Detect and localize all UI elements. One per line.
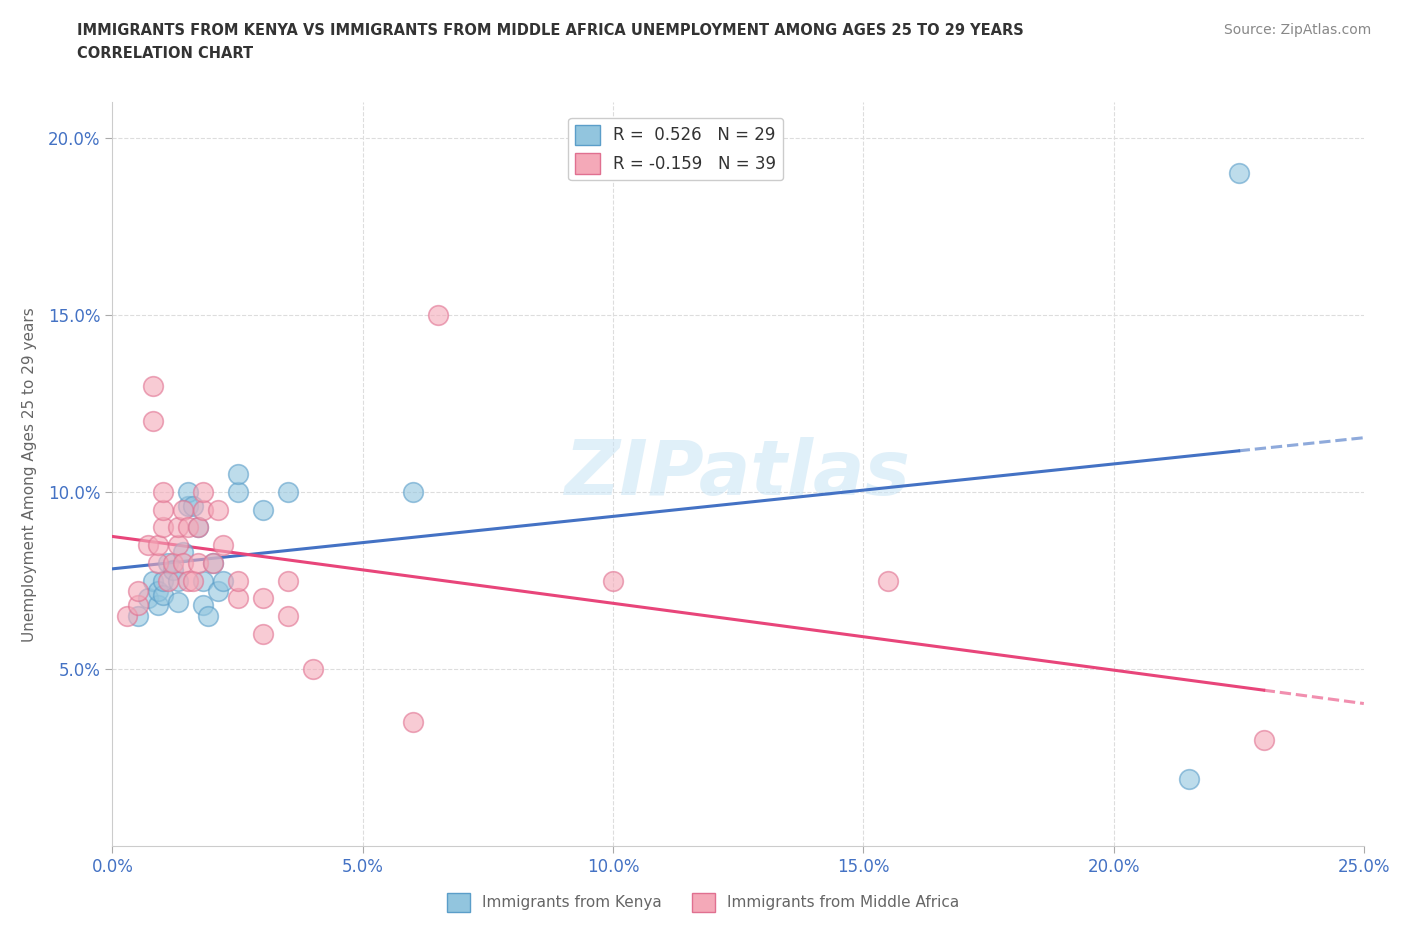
Point <box>141 573 163 588</box>
Point <box>226 573 249 588</box>
Point <box>426 308 449 323</box>
Point <box>136 591 159 605</box>
Point <box>201 555 224 570</box>
Point <box>166 594 188 609</box>
Point <box>127 608 149 623</box>
Point <box>197 608 219 623</box>
Point <box>211 538 233 552</box>
Point <box>277 608 299 623</box>
Point <box>201 555 224 570</box>
Point <box>176 573 198 588</box>
Point <box>152 588 174 603</box>
Point <box>152 485 174 499</box>
Point <box>156 555 179 570</box>
Text: Source: ZipAtlas.com: Source: ZipAtlas.com <box>1223 23 1371 37</box>
Legend: Immigrants from Kenya, Immigrants from Middle Africa: Immigrants from Kenya, Immigrants from M… <box>440 887 966 918</box>
Point <box>166 520 188 535</box>
Point <box>211 573 233 588</box>
Point <box>402 715 425 730</box>
Point <box>226 485 249 499</box>
Point <box>187 520 209 535</box>
Point <box>172 545 194 560</box>
Point <box>172 502 194 517</box>
Point <box>191 573 214 588</box>
Point <box>152 520 174 535</box>
Point <box>252 591 274 605</box>
Text: IMMIGRANTS FROM KENYA VS IMMIGRANTS FROM MIDDLE AFRICA UNEMPLOYMENT AMONG AGES 2: IMMIGRANTS FROM KENYA VS IMMIGRANTS FROM… <box>77 23 1024 38</box>
Point <box>141 379 163 393</box>
Point <box>166 538 188 552</box>
Point <box>191 502 214 517</box>
Point <box>877 573 900 588</box>
Point <box>277 573 299 588</box>
Point <box>146 555 169 570</box>
Point <box>1253 733 1275 748</box>
Point <box>252 626 274 641</box>
Point <box>152 502 174 517</box>
Point <box>162 563 184 578</box>
Point <box>117 608 139 623</box>
Point <box>176 520 198 535</box>
Point <box>277 485 299 499</box>
Text: CORRELATION CHART: CORRELATION CHART <box>77 46 253 61</box>
Point <box>207 502 229 517</box>
Point <box>191 485 214 499</box>
Point <box>127 598 149 613</box>
Point <box>162 555 184 570</box>
Point <box>146 538 169 552</box>
Point <box>146 598 169 613</box>
Point <box>602 573 624 588</box>
Point <box>226 591 249 605</box>
Point <box>252 502 274 517</box>
Point <box>181 498 204 513</box>
Point <box>226 467 249 482</box>
Point <box>187 555 209 570</box>
Point <box>172 555 194 570</box>
Point <box>156 573 179 588</box>
Point <box>1227 166 1250 180</box>
Point <box>191 598 214 613</box>
Point <box>176 498 198 513</box>
Text: ZIPatlas: ZIPatlas <box>565 437 911 512</box>
Point <box>301 662 323 677</box>
Legend: R =  0.526   N = 29, R = -0.159   N = 39: R = 0.526 N = 29, R = -0.159 N = 39 <box>568 118 783 180</box>
Point <box>136 538 159 552</box>
Point <box>1177 772 1199 787</box>
Point <box>181 573 204 588</box>
Point <box>141 414 163 429</box>
Point <box>187 520 209 535</box>
Point <box>176 485 198 499</box>
Point <box>146 584 169 599</box>
Point <box>152 573 174 588</box>
Point <box>166 573 188 588</box>
Point <box>127 584 149 599</box>
Y-axis label: Unemployment Among Ages 25 to 29 years: Unemployment Among Ages 25 to 29 years <box>22 307 37 642</box>
Point <box>402 485 425 499</box>
Point <box>207 584 229 599</box>
